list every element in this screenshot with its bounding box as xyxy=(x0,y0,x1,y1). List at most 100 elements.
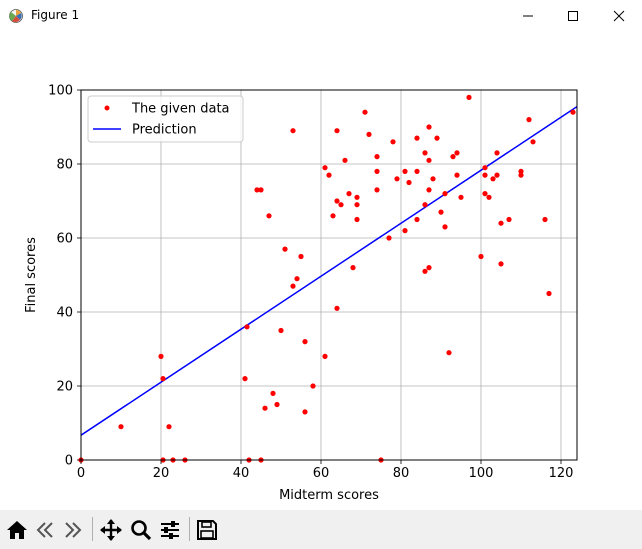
data-point xyxy=(422,150,428,156)
data-point xyxy=(334,128,340,134)
legend-marker-data xyxy=(104,105,110,111)
x-tick-label: 100 xyxy=(469,466,494,481)
x-tick-label: 80 xyxy=(393,466,410,481)
back-button[interactable] xyxy=(31,516,59,544)
data-point xyxy=(450,154,456,160)
data-point xyxy=(402,228,408,234)
pan-button[interactable] xyxy=(97,516,125,544)
x-tick-label: 0 xyxy=(77,466,85,481)
save-icon xyxy=(197,520,217,540)
data-point xyxy=(434,135,440,141)
forward-button[interactable] xyxy=(59,516,87,544)
configure-subplots-button[interactable] xyxy=(156,516,184,544)
data-point xyxy=(422,202,428,208)
data-point xyxy=(244,324,250,330)
data-point xyxy=(414,168,420,174)
legend-label-data: The given data xyxy=(131,102,230,117)
data-point xyxy=(366,131,372,137)
data-point xyxy=(274,401,280,408)
data-point xyxy=(282,246,288,252)
data-point xyxy=(322,353,328,359)
y-axis-label: Final scores xyxy=(24,237,39,313)
data-point xyxy=(262,405,268,411)
data-point xyxy=(254,187,260,193)
data-point xyxy=(118,424,124,430)
back-icon xyxy=(36,522,53,538)
data-point xyxy=(354,202,360,208)
data-point xyxy=(330,213,336,219)
data-point xyxy=(494,150,500,156)
data-point xyxy=(458,194,464,200)
x-axis-ticks: 0 20 40 60 80 100 120 xyxy=(77,460,574,481)
window-title: Figure 1 xyxy=(31,8,80,22)
data-point xyxy=(498,261,504,267)
zoom-button[interactable] xyxy=(127,516,155,544)
data-point xyxy=(160,376,166,382)
data-point xyxy=(426,265,432,271)
configure-subplots-icon xyxy=(161,521,179,539)
minimize-icon xyxy=(523,15,533,17)
legend-box xyxy=(87,95,244,143)
close-button[interactable] xyxy=(596,0,642,32)
x-tick-label: 20 xyxy=(153,466,170,481)
data-point xyxy=(302,339,308,345)
figure-canvas[interactable]: 0 20 40 60 80 100 120 0 20 40 60 80 100 Midterm sco… xyxy=(0,32,642,510)
data-point xyxy=(570,109,576,115)
data-point xyxy=(442,224,448,230)
maximize-button[interactable] xyxy=(550,0,596,32)
data-point xyxy=(526,117,532,123)
data-point xyxy=(494,172,500,178)
matplotlib-app-icon xyxy=(9,9,23,23)
data-point xyxy=(310,383,316,389)
data-point xyxy=(334,305,340,311)
data-points xyxy=(78,94,576,463)
data-point xyxy=(278,327,284,334)
data-point xyxy=(350,265,356,271)
data-point xyxy=(518,168,524,174)
y-tick-label: 0 xyxy=(65,454,73,469)
data-point xyxy=(482,191,488,197)
data-point xyxy=(490,176,496,182)
data-point xyxy=(270,390,276,396)
legend-label-prediction: Prediction xyxy=(132,123,197,138)
data-point xyxy=(354,216,360,223)
data-point xyxy=(426,124,432,130)
data-point xyxy=(338,202,344,208)
y-tick-label: 40 xyxy=(56,306,73,321)
data-point xyxy=(442,191,448,197)
data-point xyxy=(342,157,348,163)
data-point xyxy=(478,253,484,260)
save-button[interactable] xyxy=(193,516,221,544)
y-tick-label: 100 xyxy=(48,84,73,99)
data-point xyxy=(506,216,512,223)
pan-icon xyxy=(100,519,122,541)
data-point xyxy=(486,194,492,200)
data-point xyxy=(386,235,392,241)
data-point xyxy=(158,353,164,359)
data-point xyxy=(430,176,436,182)
data-point xyxy=(454,150,460,156)
toolbar-separator xyxy=(189,517,190,541)
title-bar[interactable]: Figure 1 xyxy=(0,0,642,32)
minimize-button[interactable] xyxy=(505,0,551,32)
data-point xyxy=(298,253,304,260)
x-tick-label: 120 xyxy=(549,466,574,481)
data-point xyxy=(546,290,552,297)
home-button[interactable] xyxy=(3,516,31,544)
grid-lines xyxy=(80,89,577,461)
data-point xyxy=(394,176,400,182)
data-point xyxy=(406,179,412,186)
home-icon xyxy=(7,521,27,539)
navigation-toolbar xyxy=(0,510,642,549)
y-tick-label: 60 xyxy=(56,232,73,247)
x-axis-label: Midterm scores xyxy=(279,488,379,503)
x-tick-label: 60 xyxy=(313,466,330,481)
data-point xyxy=(390,139,396,145)
scatter-plot: 0 20 40 60 80 100 120 0 20 40 60 80 100 Midterm sco… xyxy=(24,84,578,503)
data-point xyxy=(542,216,548,223)
data-point xyxy=(482,172,488,178)
data-point xyxy=(426,187,432,193)
data-point xyxy=(290,128,296,134)
data-point xyxy=(322,165,328,171)
